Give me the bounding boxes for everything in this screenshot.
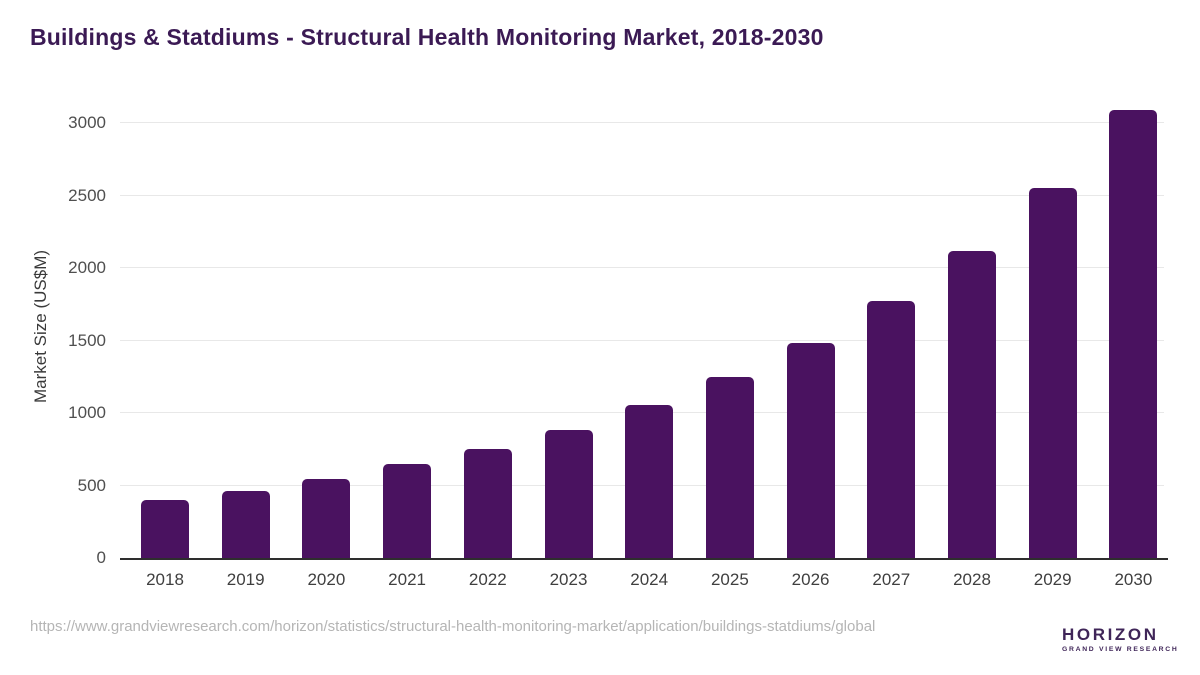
plot-area xyxy=(120,95,1168,560)
bar-2025 xyxy=(705,376,754,558)
y-tick-label-0: 0 xyxy=(96,548,106,567)
x-tick-label-2020: 2020 xyxy=(307,570,346,589)
bar-2019 xyxy=(221,490,270,558)
horizon-logo: HORIZON GRAND VIEW RESEARCH xyxy=(1016,621,1179,658)
x-tick-label-2022: 2022 xyxy=(468,570,507,589)
y-tick-label-2000: 2000 xyxy=(68,258,106,277)
x-tick-label-2021: 2021 xyxy=(388,570,426,589)
bar-2028 xyxy=(948,251,996,558)
logo-subtitle: GRAND VIEW RESEARCH xyxy=(1062,645,1179,653)
gridline-2000 xyxy=(120,267,1164,268)
x-tick-label-2027: 2027 xyxy=(872,570,911,589)
logo-text: HORIZON GRAND VIEW RESEARCH xyxy=(1062,626,1179,654)
bar-2027 xyxy=(867,300,916,558)
x-tick-label-2026: 2026 xyxy=(791,570,830,589)
gridline-3000 xyxy=(120,122,1164,123)
x-tick-label-2029: 2029 xyxy=(1033,570,1072,589)
x-tick-label-2024: 2024 xyxy=(630,570,669,589)
x-tick-label-2023: 2023 xyxy=(549,570,588,589)
bar-2022 xyxy=(463,449,512,558)
bar-2024 xyxy=(625,405,674,558)
bar-2030 xyxy=(1109,109,1158,558)
y-tick-label-1000: 1000 xyxy=(68,403,106,422)
y-tick-label-500: 500 xyxy=(77,475,106,495)
y-tick-label-3000: 3000 xyxy=(68,113,106,132)
gridline-1500 xyxy=(120,339,1164,341)
x-tick-label-2019: 2019 xyxy=(226,570,265,589)
bar-2029 xyxy=(1028,188,1077,558)
x-tick-label-2030: 2030 xyxy=(1114,570,1153,589)
source-url-text: https://www.grandviewresearch.com/horizo… xyxy=(30,618,876,635)
bar-2026 xyxy=(786,342,835,558)
gridline-2500 xyxy=(120,194,1164,196)
sun-icon xyxy=(1027,632,1042,641)
y-tick-label-2500: 2500 xyxy=(68,185,106,205)
horizon-sun-over-water-icon xyxy=(1016,621,1053,658)
bar-2020 xyxy=(302,478,351,558)
water-reflection-line xyxy=(1028,641,1041,645)
x-tick-label-2018: 2018 xyxy=(146,570,184,589)
x-tick-label-2025: 2025 xyxy=(710,570,749,589)
logo-wordmark: HORIZON xyxy=(1062,624,1159,644)
chart-title: Buildings & Statdiums - Structural Healt… xyxy=(30,24,824,50)
water-reflection-line xyxy=(1030,645,1039,649)
bar-2018 xyxy=(141,500,189,558)
x-tick-label-2028: 2028 xyxy=(953,570,991,589)
bar-2021 xyxy=(383,464,432,558)
bar-2023 xyxy=(544,429,593,558)
y-tick-label-1500: 1500 xyxy=(68,330,106,350)
